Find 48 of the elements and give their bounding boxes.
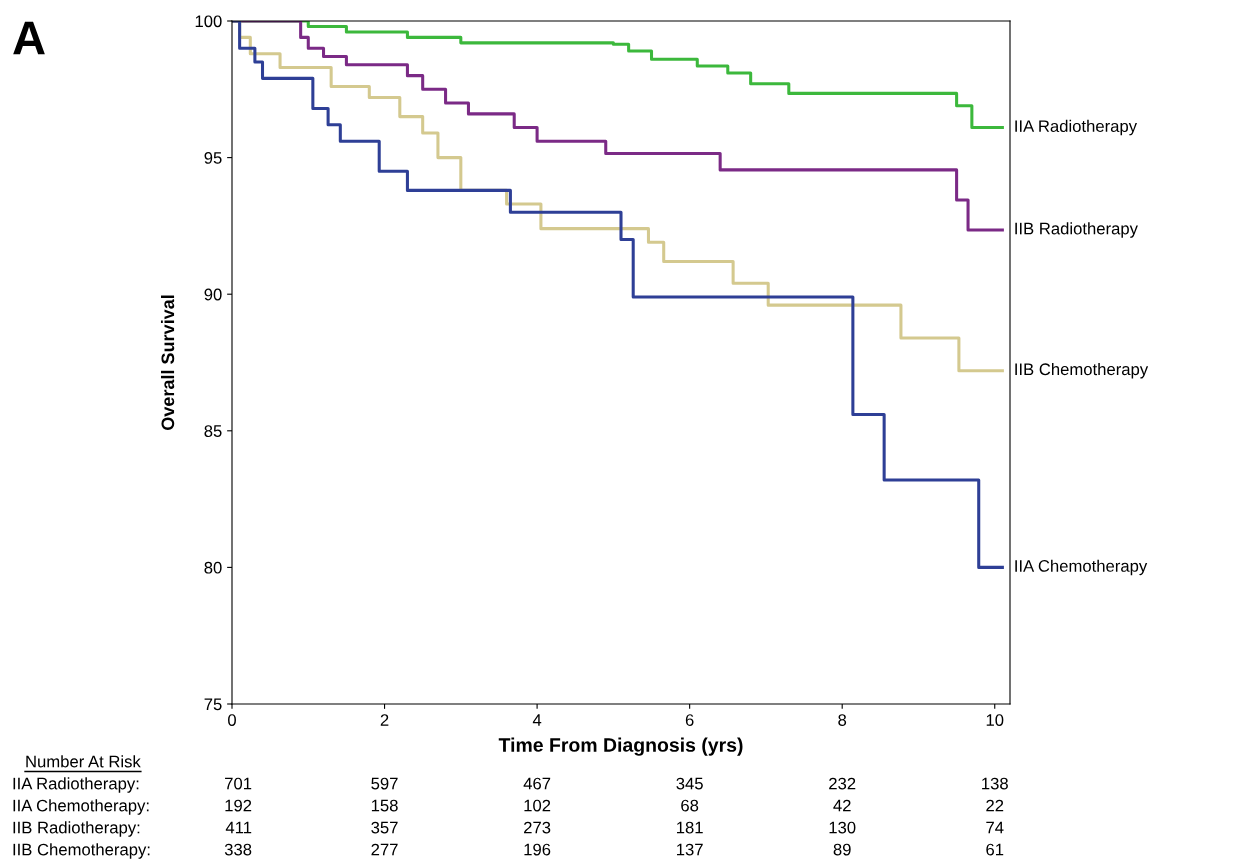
text: 192 (225, 799, 252, 812)
x-tick-label: 0 (228, 714, 236, 726)
text: 68 (681, 799, 699, 812)
text: 89 (833, 843, 851, 856)
text: 345 (676, 777, 703, 790)
text: IIA Radiotherapy: (13, 777, 139, 793)
text: 42 (833, 799, 851, 812)
y-tick-label: 100 (195, 15, 222, 28)
y-axis-title: Overall Survival (160, 295, 175, 431)
text: 102 (524, 799, 551, 812)
x-tick-label: 2 (380, 714, 389, 726)
text: 158 (371, 799, 398, 812)
series-label: IIB Chemotherapy (1015, 362, 1149, 379)
text: 137 (677, 843, 703, 856)
x-axis-title: Time From Diagnosis (yrs) (498, 737, 743, 756)
y-tick-label: 85 (204, 425, 222, 437)
y-tick-label: 95 (204, 152, 222, 164)
series-label: IIB Radiotherapy (1015, 222, 1138, 238)
text: Number At Risk (26, 755, 141, 768)
text: 467 (523, 777, 551, 790)
text: 61 (986, 843, 1004, 856)
x-tick-label: 10 (986, 714, 1004, 726)
text: 277 (371, 843, 398, 856)
text: 138 (982, 777, 1008, 790)
text: 338 (224, 843, 252, 856)
series-label: IIA Chemotherapy (1015, 559, 1148, 576)
y-tick-label: 75 (204, 698, 222, 711)
text: 22 (986, 799, 1004, 812)
text: 232 (829, 777, 856, 790)
x-tick-label: 8 (838, 714, 847, 726)
text: 273 (524, 821, 551, 834)
series-label: IIA Radiotherapy (1015, 119, 1138, 136)
text: IIB Chemotherapy: (13, 843, 150, 859)
y-tick-label: 90 (204, 288, 222, 301)
y-tick-label: 80 (204, 561, 222, 574)
text: 597 (371, 777, 398, 790)
text: A (13, 21, 45, 55)
text: IIB Radiotherapy: (13, 821, 140, 837)
text: IIA Chemotherapy: (13, 799, 149, 815)
text: 74 (986, 821, 1004, 834)
x-tick-label: 6 (685, 714, 694, 726)
text: 196 (524, 843, 551, 856)
text: 130 (829, 821, 856, 834)
text: 701 (225, 777, 252, 790)
x-tick-label: 4 (532, 714, 542, 726)
text: 411 (225, 821, 252, 834)
text: 357 (371, 821, 398, 834)
text: 181 (677, 821, 703, 834)
